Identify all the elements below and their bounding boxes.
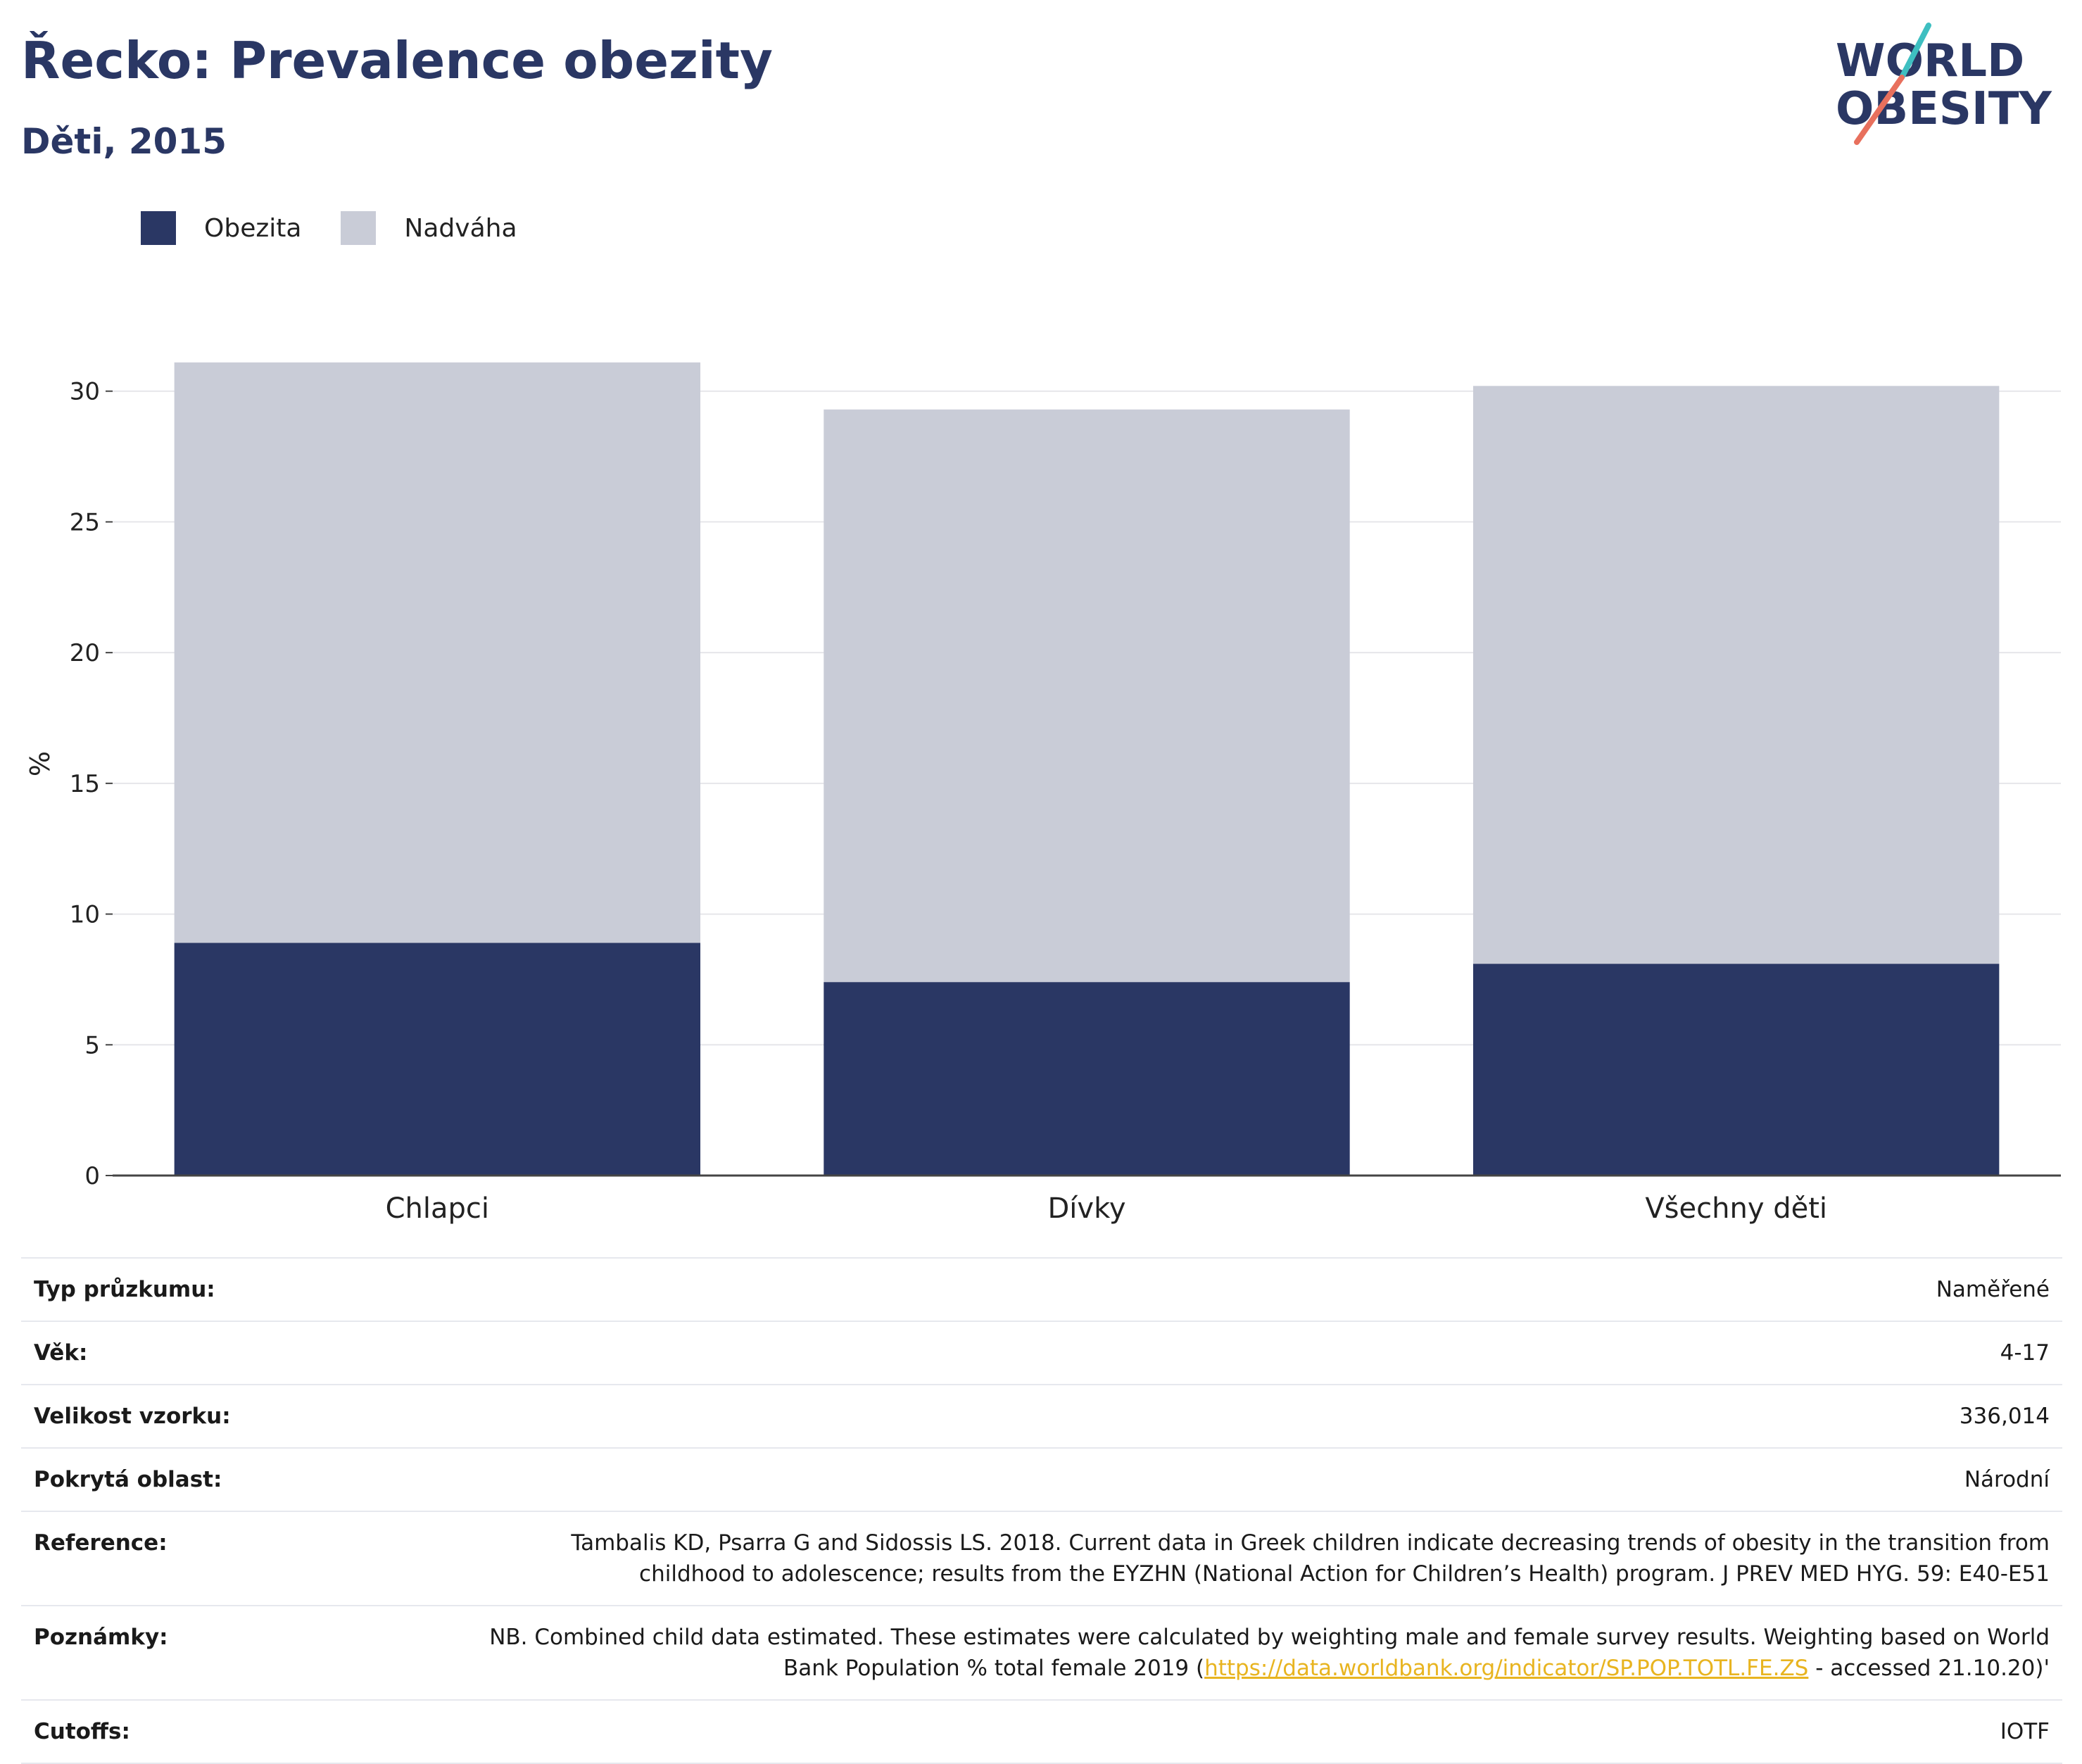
svg-text:OBESITY: OBESITY bbox=[1836, 83, 2052, 135]
x-tick-label: Všechny děti bbox=[1645, 1192, 1827, 1225]
info-row-survey-type: Typ průzkumu: Naměřené bbox=[21, 1257, 2062, 1322]
info-row-sample: Velikost vzorku: 336,014 bbox=[21, 1384, 2062, 1449]
area-label: Pokrytá oblast: bbox=[21, 1447, 484, 1512]
reference-label: Reference: bbox=[21, 1511, 484, 1606]
info-row-cutoffs: Cutoffs: IOTF bbox=[21, 1699, 2062, 1764]
bar-obesity-0 bbox=[174, 943, 701, 1176]
reference-value: Tambalis KD, Psarra G and Sidossis LS. 2… bbox=[484, 1511, 2062, 1606]
y-tick-label: 30 bbox=[70, 378, 100, 406]
worldbank-link[interactable]: https://data.worldbank.org/indicator/SP.… bbox=[1204, 1656, 1809, 1681]
legend-swatch-overweight bbox=[341, 211, 377, 245]
y-tick-label: 20 bbox=[70, 639, 100, 667]
legend-label-obesity: Obezita bbox=[204, 213, 302, 243]
survey-type-label: Typ průzkumu: bbox=[21, 1257, 484, 1322]
notes-text-after: - accessed 21.10.20)' bbox=[1808, 1656, 2050, 1681]
world-obesity-logo: WORLD OBESITY bbox=[1836, 23, 2052, 145]
x-tick-label: Chlapci bbox=[386, 1192, 489, 1225]
info-row-area: Pokrytá oblast: Národní bbox=[21, 1447, 2062, 1512]
info-row-notes: Poznámky: NB. Combined child data estima… bbox=[21, 1605, 2062, 1701]
area-value: Národní bbox=[484, 1447, 2062, 1512]
notes-text-before: NB. Combined child data estimated. These… bbox=[489, 1625, 2050, 1681]
legend: Obezita Nadváha bbox=[141, 208, 557, 248]
chart-subtitle: Děti, 2015 bbox=[21, 121, 227, 162]
survey-type-value: Naměřené bbox=[484, 1257, 2062, 1322]
legend-swatch-obesity bbox=[141, 211, 176, 245]
sample-size-label: Velikost vzorku: bbox=[21, 1384, 484, 1449]
legend-label-overweight: Nadváha bbox=[404, 213, 517, 243]
legend-item-overweight[interactable]: Nadváha bbox=[341, 211, 517, 245]
bar-overweight-0 bbox=[174, 362, 701, 943]
age-label: Věk: bbox=[21, 1321, 484, 1385]
notes-label: Poznámky: bbox=[21, 1605, 484, 1701]
age-value: 4-17 bbox=[484, 1321, 2062, 1385]
cutoffs-value: IOTF bbox=[484, 1699, 2062, 1764]
stacked-bar-chart: 0 5 10 15 20 25 30% Chlapci Dívky Všechny děti bbox=[25, 362, 2061, 1225]
bar-obesity-2 bbox=[1472, 964, 2000, 1176]
cutoffs-label: Cutoffs: bbox=[21, 1699, 484, 1764]
y-axis-label: % bbox=[25, 751, 56, 776]
y-tick-label: 15 bbox=[70, 770, 100, 798]
info-row-age: Věk: 4-17 bbox=[21, 1321, 2062, 1385]
chart-title: Řecko: Prevalence obezity bbox=[21, 31, 773, 90]
svg-text:WORLD: WORLD bbox=[1836, 35, 2024, 87]
y-tick-label: 5 bbox=[84, 1031, 100, 1059]
y-tick-label: 0 bbox=[84, 1162, 100, 1190]
y-tick-label: 10 bbox=[70, 901, 100, 929]
notes-value: NB. Combined child data estimated. These… bbox=[484, 1605, 2062, 1701]
legend-item-obesity[interactable]: Obezita bbox=[141, 211, 301, 245]
y-tick-label: 25 bbox=[70, 508, 100, 536]
survey-info-table: Typ průzkumu: Naměřené Věk: 4-17 Velikos… bbox=[21, 1257, 2062, 1764]
x-tick-label: Dívky bbox=[1048, 1192, 1126, 1225]
sample-size-value: 336,014 bbox=[484, 1384, 2062, 1449]
info-row-reference: Reference: Tambalis KD, Psarra G and Sid… bbox=[21, 1511, 2062, 1606]
bar-obesity-1 bbox=[824, 982, 1350, 1176]
bar-overweight-1 bbox=[824, 409, 1350, 983]
bar-overweight-2 bbox=[1472, 386, 2000, 964]
